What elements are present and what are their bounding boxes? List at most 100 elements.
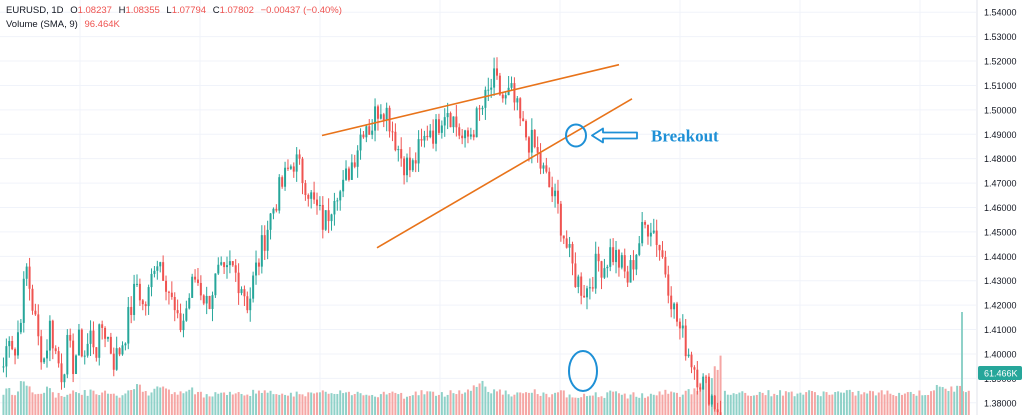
volume-bar: [353, 393, 356, 415]
low-label: L: [166, 5, 172, 16]
volume-bar: [379, 394, 382, 415]
volume-bar: [927, 394, 930, 415]
volume-bar: [16, 391, 19, 415]
volume-bar: [944, 388, 947, 415]
candle-body: [449, 113, 452, 128]
candle-body: [278, 177, 281, 211]
candle-body: [336, 200, 339, 202]
price-tick-label: 1.43000: [984, 276, 1017, 286]
candle-body: [530, 129, 533, 153]
volume-bar: [646, 396, 649, 415]
candle-body: [138, 283, 141, 301]
candle-body: [231, 261, 234, 266]
volume-bar: [493, 389, 496, 415]
volume-bar: [249, 395, 252, 415]
candle-body: [713, 395, 716, 410]
volume-bar: [443, 396, 446, 415]
volume-bar: [793, 396, 796, 415]
candle-body: [98, 324, 101, 358]
volume-bar: [901, 394, 903, 415]
volume-bar: [964, 392, 967, 415]
volume-bar: [501, 394, 504, 415]
volume-bar: [83, 390, 86, 415]
candle-body: [609, 247, 612, 267]
candle-body: [182, 320, 185, 331]
volume-bar: [903, 393, 906, 415]
candle-body: [493, 68, 496, 88]
candle-body: [321, 204, 324, 230]
volume-bar: [860, 394, 863, 415]
volume-bar: [51, 392, 54, 415]
candle-body: [469, 134, 472, 137]
volume-bar: [252, 389, 255, 415]
volume-bar: [545, 393, 548, 415]
volume-bar: [333, 393, 336, 415]
candle-body: [240, 289, 243, 294]
volume-bar: [118, 397, 121, 415]
volume-bar: [953, 391, 956, 415]
volume-bar: [46, 386, 48, 415]
volume-bar: [496, 391, 498, 415]
candle-body: [649, 232, 652, 237]
volume-bar: [391, 391, 394, 415]
volume-bar: [429, 391, 432, 415]
volume-bar: [726, 394, 729, 415]
price-tick-label: 1.40000: [984, 349, 1017, 359]
volume-bar: [382, 391, 385, 415]
volume-bar: [764, 395, 767, 415]
volume-bar: [77, 393, 80, 415]
volume-bar: [638, 397, 641, 415]
volume-bar: [202, 397, 205, 415]
volume-bar: [388, 392, 391, 415]
candle-body: [260, 235, 263, 267]
volume-bar: [394, 392, 397, 415]
candle-body: [522, 118, 525, 122]
volume-bar: [455, 394, 458, 415]
candle-body: [559, 203, 562, 236]
volume-bar: [938, 386, 941, 415]
volume-bar: [284, 394, 287, 415]
price-tick-label: 1.50000: [984, 105, 1017, 115]
volume-bar: [658, 391, 661, 415]
candle-body: [22, 278, 25, 323]
candle-body: [28, 266, 31, 289]
candle-body: [443, 117, 446, 126]
volume-bar: [5, 388, 8, 415]
candle-body: [545, 165, 548, 172]
candle-body: [623, 255, 626, 272]
volume-bar: [941, 387, 944, 415]
volume-bar: [828, 394, 831, 415]
candle-body: [51, 320, 54, 349]
volume-bar: [214, 392, 217, 415]
volume-bar: [967, 390, 970, 415]
volume-bar: [115, 395, 118, 415]
volume-bar: [869, 390, 872, 415]
volume-bar: [217, 393, 220, 415]
candle-body: [118, 348, 121, 355]
volume-bar: [655, 395, 658, 415]
candle-body: [252, 275, 255, 299]
candle-body: [504, 95, 507, 99]
volume-bar: [295, 391, 298, 415]
candle-body: [109, 336, 112, 354]
candle-body: [269, 213, 272, 230]
volume-bar: [805, 392, 808, 415]
volume-bar: [898, 392, 901, 415]
candle-body: [14, 349, 17, 356]
price-tick-label: 1.54000: [984, 8, 1017, 18]
candle-body: [304, 183, 307, 195]
volume-bar: [565, 397, 568, 415]
volume-bar: [586, 396, 588, 415]
volume-bar: [490, 393, 493, 415]
volume-bar: [617, 393, 620, 415]
candle-body: [162, 262, 165, 281]
volume-bar: [649, 393, 652, 415]
volume-bar: [577, 397, 580, 415]
candle-body: [89, 330, 92, 344]
breakout-arrow: [591, 127, 638, 144]
candle-body: [202, 295, 205, 304]
candle-body: [586, 288, 588, 298]
volume-bar: [130, 390, 133, 415]
